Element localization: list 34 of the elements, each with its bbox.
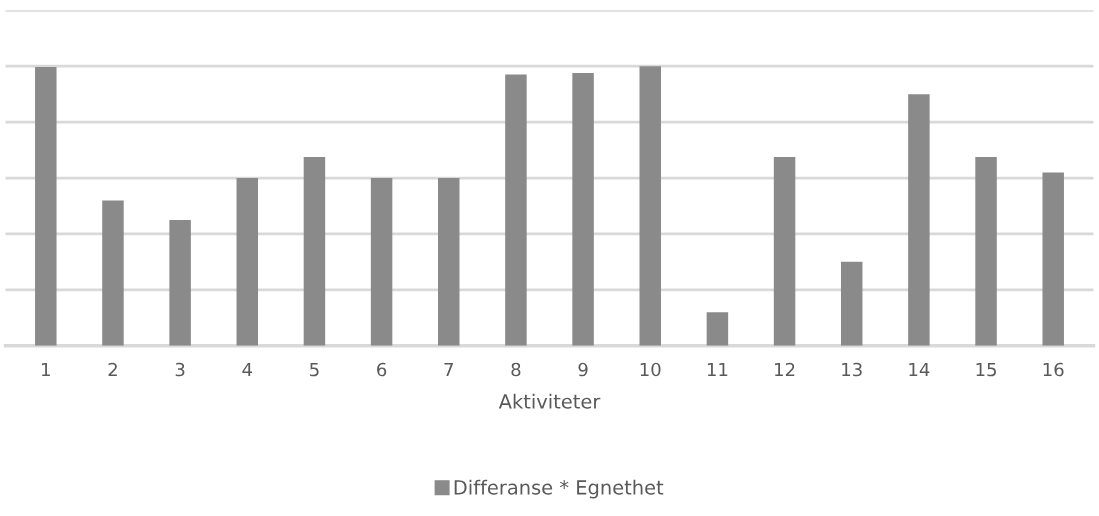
x-tick-label: 3 bbox=[175, 362, 185, 377]
bar bbox=[773, 157, 796, 346]
bar bbox=[840, 261, 863, 346]
x-tick-label: 1 bbox=[42, 362, 50, 377]
bar bbox=[236, 178, 259, 346]
x-tick-label: 2 bbox=[108, 362, 117, 377]
bar bbox=[975, 157, 997, 346]
bar bbox=[438, 178, 460, 346]
bar bbox=[35, 67, 57, 346]
x-tick-label: 10 bbox=[640, 362, 661, 377]
bar bbox=[706, 312, 729, 346]
bar bbox=[505, 74, 527, 346]
x-tick-label: 4 bbox=[242, 362, 253, 377]
x-tick-label: 15 bbox=[976, 362, 996, 377]
x-tick-label: 11 bbox=[707, 362, 728, 377]
x-tick-label: 12 bbox=[775, 362, 795, 377]
x-axis-title: Aktiviteter bbox=[498, 393, 601, 409]
bar bbox=[572, 72, 594, 346]
legend-label: Differanse * Egnethet bbox=[454, 479, 664, 499]
x-tick-label: 16 bbox=[1043, 362, 1064, 377]
bar bbox=[169, 219, 191, 346]
x-tick-label: 5 bbox=[310, 362, 319, 377]
bar bbox=[370, 178, 393, 346]
x-tick-label: 9 bbox=[578, 362, 588, 377]
x-tick-label: 6 bbox=[377, 362, 387, 377]
x-tick-label: 14 bbox=[909, 362, 930, 377]
x-tick-label: 13 bbox=[842, 362, 862, 377]
bar bbox=[639, 66, 661, 346]
bar bbox=[102, 200, 124, 346]
x-tick-label: 8 bbox=[511, 362, 521, 377]
x-tick-label: 7 bbox=[444, 362, 453, 377]
bar bbox=[908, 94, 930, 346]
bar bbox=[1042, 172, 1064, 346]
bar bbox=[303, 157, 326, 346]
